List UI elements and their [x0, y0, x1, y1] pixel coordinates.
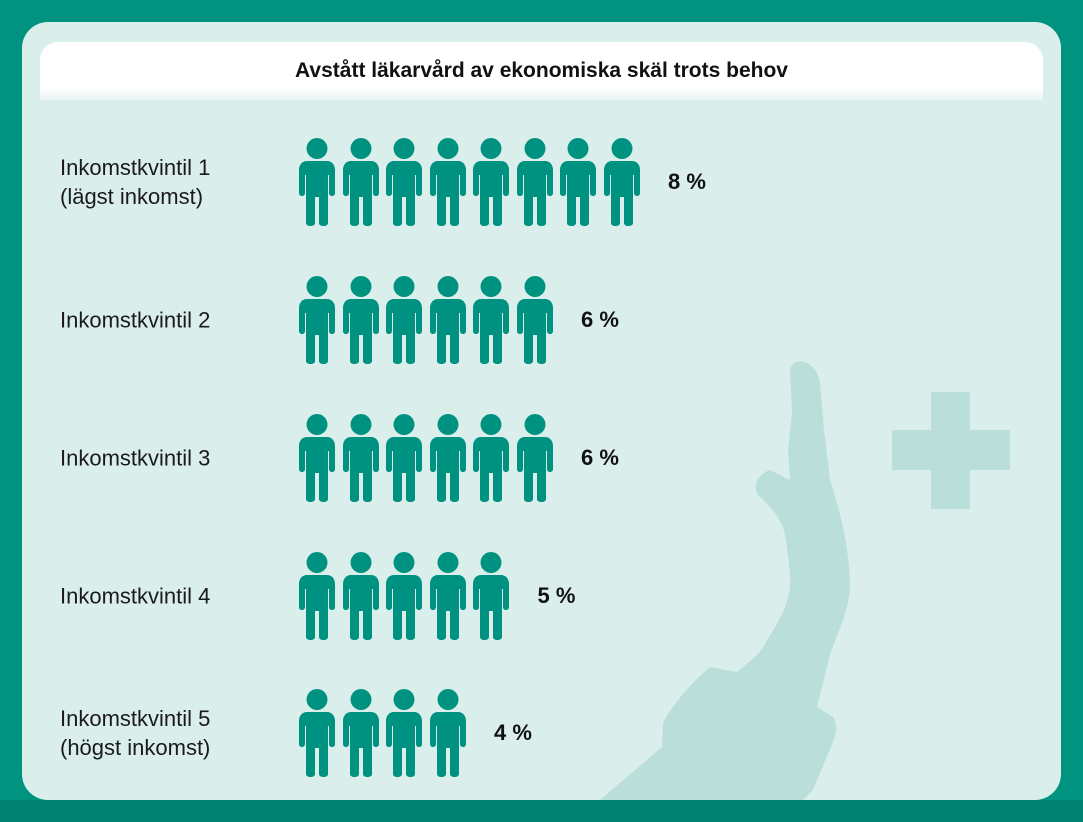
icon-group: [298, 275, 559, 365]
person-icon: [342, 137, 380, 227]
pictogram-row: Inkomstkvintil 2 6 %: [0, 275, 1083, 365]
person-icon: [385, 275, 423, 365]
category-label: Inkomstkvintil 1 (lägst inkomst): [60, 155, 211, 209]
pictogram-row: Inkomstkvintil 4 5 %: [0, 551, 1083, 641]
value-label: 8 %: [668, 169, 706, 194]
value-label: 6 %: [581, 445, 619, 470]
person-icon: [472, 275, 510, 365]
person-icon: [385, 688, 423, 778]
person-icon: [559, 137, 597, 227]
person-icon: [516, 413, 554, 503]
cross-icon-h: [892, 430, 1010, 470]
icon-group: [298, 688, 472, 778]
person-icon: [298, 551, 336, 641]
pictogram-row: Inkomstkvintil 1 (lägst inkomst) 8 %: [0, 137, 1083, 227]
person-icon: [603, 137, 641, 227]
person-icon: [472, 413, 510, 503]
person-icon: [429, 413, 467, 503]
person-icon: [385, 551, 423, 641]
value-label: 5 %: [537, 583, 576, 608]
bottom-strip: [0, 800, 1083, 822]
category-label: Inkomstkvintil 4: [60, 583, 211, 609]
person-icon: [298, 137, 336, 227]
person-icon: [429, 551, 467, 641]
person-icon: [342, 275, 380, 365]
hand-icon: [600, 361, 850, 800]
icon-group: [298, 551, 516, 641]
category-label: Inkomstkvintil 5 (högst inkomst): [60, 706, 211, 760]
person-icon: [298, 275, 336, 365]
person-icon: [298, 688, 336, 778]
value-label: 6 %: [581, 307, 619, 332]
category-label: Inkomstkvintil 3: [60, 445, 211, 471]
person-icon: [472, 137, 510, 227]
person-icon: [385, 413, 423, 503]
person-icon: [429, 688, 467, 778]
person-icon: [342, 551, 380, 641]
person-icon: [429, 137, 467, 227]
person-icon: [298, 413, 336, 503]
person-icon: [385, 137, 423, 227]
value-label: 4 %: [494, 720, 532, 745]
pictogram-row: Inkomstkvintil 3 6 %: [0, 413, 1083, 503]
title-bar: Avstått läkarvård av ekonomiska skäl tro…: [40, 42, 1043, 100]
person-icon: [342, 413, 380, 503]
person-icon: [472, 551, 510, 641]
category-label: Inkomstkvintil 2: [60, 307, 211, 333]
chart-title: Avstått läkarvård av ekonomiska skäl tro…: [295, 59, 788, 82]
pictogram-row: Inkomstkvintil 5 (högst inkomst) 4 %: [0, 688, 1083, 778]
icon-group: [298, 137, 646, 227]
person-icon: [516, 275, 554, 365]
person-icon: [429, 275, 467, 365]
person-icon: [342, 688, 380, 778]
icon-group: [298, 413, 559, 503]
person-icon: [516, 137, 554, 227]
